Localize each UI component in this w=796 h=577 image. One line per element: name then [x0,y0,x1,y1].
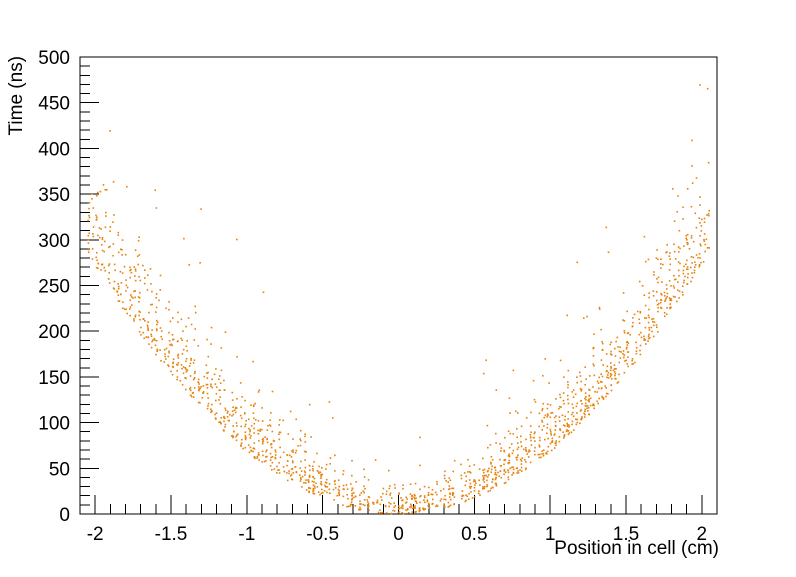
svg-text:200: 200 [38,322,70,343]
svg-text:450: 450 [38,94,70,115]
svg-text:0: 0 [59,505,70,526]
svg-text:250: 250 [38,277,70,298]
svg-text:Time (ns): Time (ns) [6,56,27,136]
svg-text:400: 400 [38,139,70,160]
svg-text:100: 100 [38,414,70,435]
svg-text:-0.5: -0.5 [306,524,339,545]
svg-text:350: 350 [38,185,70,206]
svg-text:-1: -1 [238,524,255,545]
svg-text:-1.5: -1.5 [155,524,188,545]
svg-text:-2: -2 [87,524,104,545]
svg-text:0.5: 0.5 [461,524,487,545]
svg-text:500: 500 [38,48,70,69]
svg-text:150: 150 [38,368,70,389]
svg-text:50: 50 [49,459,70,480]
svg-text:0: 0 [393,524,404,545]
svg-text:300: 300 [38,231,70,252]
svg-text:Position in cell (cm): Position in cell (cm) [554,538,719,559]
